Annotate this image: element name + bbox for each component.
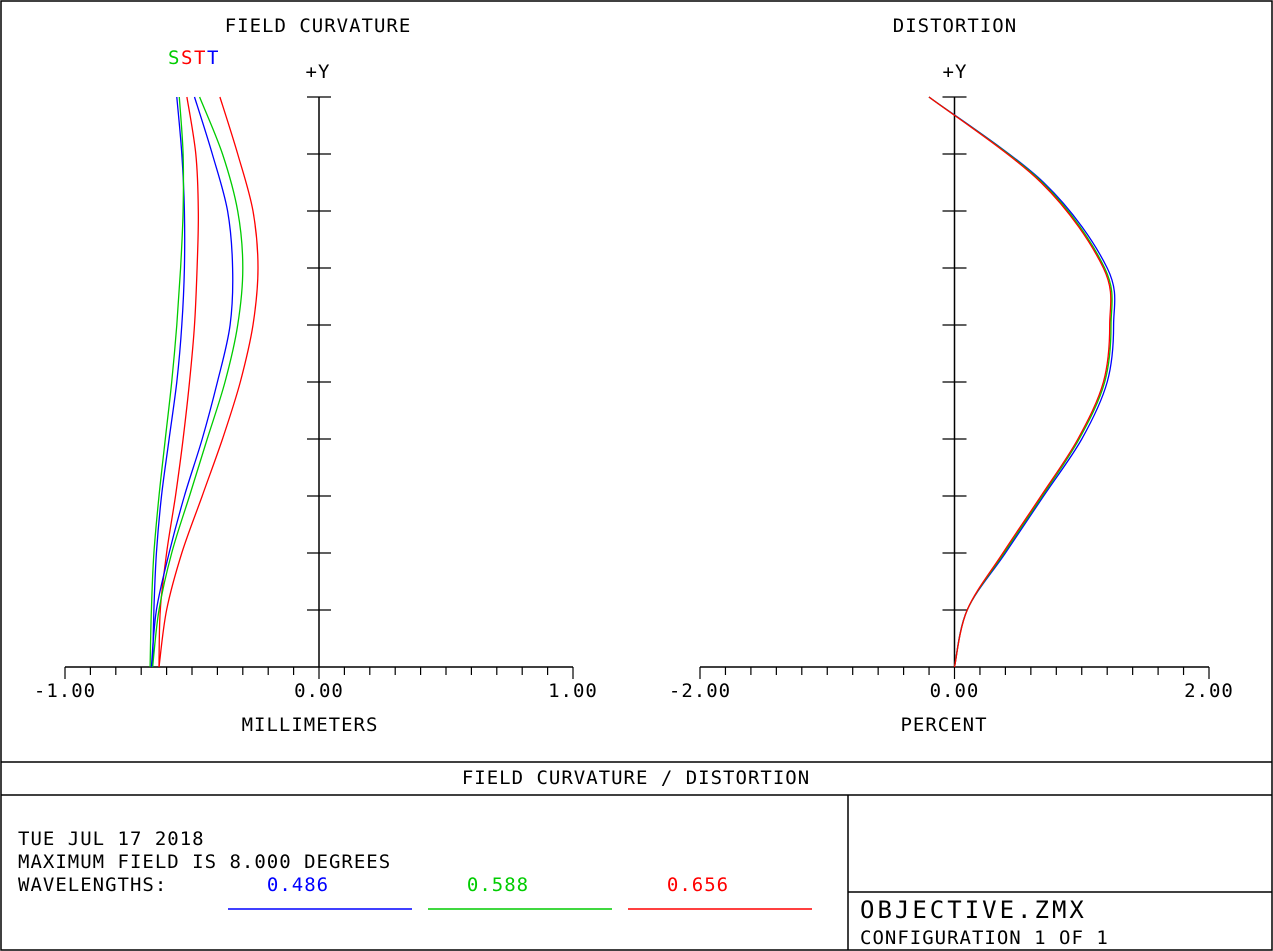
field-curvature-title: FIELD CURVATURE: [225, 15, 412, 37]
legend-mark-t: T: [194, 47, 206, 69]
legend-mark-t: T: [207, 47, 219, 69]
field-curvature-series-s-0486: [151, 96, 186, 668]
distortion-y-axis-label: +Y: [943, 61, 968, 83]
field-curvature-x-tick-label: 0.00: [294, 680, 344, 702]
distortion-series-0486: [928, 96, 1116, 668]
field-curvature-series-t-0588: [151, 96, 244, 668]
field-curvature-axes: -1.00 0.00 1.00: [34, 96, 598, 702]
distortion-series-0656: [928, 96, 1112, 668]
legend-mark-s: S: [168, 47, 180, 69]
max-field-text: MAXIMUM FIELD IS 8.000 DEGREES: [18, 851, 391, 873]
wavelength-value: 0.588: [467, 874, 529, 896]
distortion-x-tick-label: -2.00: [669, 680, 731, 702]
wavelength-key: 0.486 0.588 0.656: [228, 874, 812, 910]
field-curvature-y-axis-label: +Y: [306, 61, 331, 83]
distortion-x-tick-label: 2.00: [1184, 680, 1234, 702]
field-curvature-series: [149, 96, 259, 668]
field-curvature-series-t-0656: [158, 96, 259, 668]
field-curvature-series-s-0588: [149, 96, 185, 668]
wavelength-value: 0.656: [667, 874, 729, 896]
configuration-text: CONFIGURATION 1 OF 1: [860, 927, 1109, 949]
date-text: TUE JUL 17 2018: [18, 828, 205, 850]
wavelengths-label: WAVELENGTHS:: [18, 874, 167, 896]
distortion-title: DISTORTION: [893, 15, 1017, 37]
distortion-x-axis-label: PERCENT: [900, 714, 987, 736]
distortion-series: [928, 96, 1116, 668]
wavelength-value: 0.486: [267, 874, 329, 896]
distortion-x-tick-label: 0.00: [930, 680, 980, 702]
field-curvature-series-t-0486: [150, 96, 234, 668]
file-name: OBJECTIVE.ZMX: [860, 896, 1087, 924]
distortion-chart: DISTORTION +Y PERCENT -2.00 0.00 2.00: [669, 15, 1234, 736]
field-curvature-x-tick-label: 1.00: [548, 680, 598, 702]
field-curvature-x-tick-label: -1.00: [34, 680, 96, 702]
legend-mark-s: S: [181, 47, 193, 69]
field-curvature-x-axis-label: MILLIMETERS: [242, 714, 379, 736]
distortion-axes: -2.00 0.00 2.00: [669, 96, 1234, 702]
footer-title: FIELD CURVATURE / DISTORTION: [462, 767, 810, 789]
